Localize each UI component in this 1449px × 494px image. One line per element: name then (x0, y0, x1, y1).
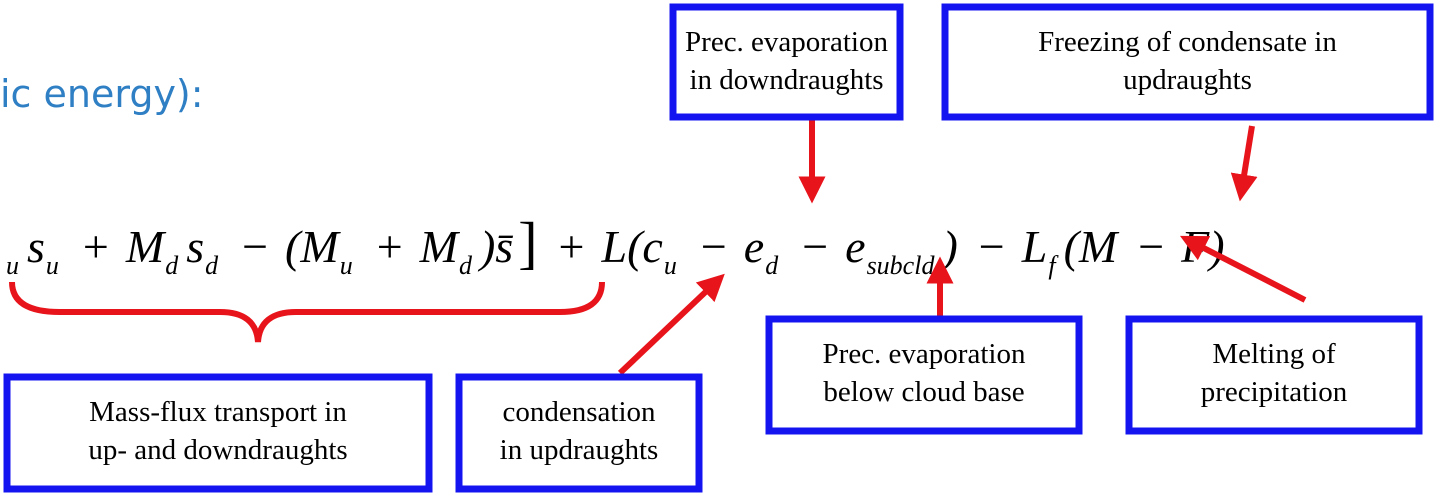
box-text: condensation (502, 396, 656, 428)
eq-term: M (419, 221, 461, 272)
eq-term: ) (939, 221, 957, 272)
eq-term: − (1138, 221, 1164, 272)
eq-term: e (845, 221, 865, 272)
box-frame (455, 373, 703, 493)
box-frame (941, 3, 1434, 121)
box-frame (3, 373, 433, 493)
box-text: in downdraughts (689, 64, 883, 96)
label-box: condensation in updraughts (455, 373, 703, 493)
eq-term: s (186, 221, 204, 272)
eq-subscript: f (1048, 251, 1059, 280)
label-box: Freezing of condensate in updraughts (941, 3, 1434, 121)
eq-subscript: u (6, 251, 19, 280)
box-text: Prec. evaporation (823, 338, 1026, 370)
eq-term: L(c (600, 221, 662, 272)
arrow (1230, 125, 1258, 202)
box-frame (669, 3, 904, 121)
eq-term: (M (1064, 221, 1120, 272)
box-frame (765, 315, 1083, 435)
eq-term: s (27, 221, 45, 272)
eq-subscript: u (46, 251, 59, 280)
brace (9, 281, 605, 343)
eq-subscript: d (165, 251, 179, 280)
eq-term: − (979, 221, 1005, 272)
eq-term: )s̄ (477, 221, 514, 272)
eq-subscript: u (664, 251, 677, 280)
box-text: up- and downdraughts (88, 434, 347, 466)
eq-subscript: d (459, 251, 473, 280)
arrow (1179, 235, 1307, 303)
box-text: Mass-flux transport in (89, 396, 347, 428)
eq-term: ] (518, 210, 537, 275)
eq-subscript: subcld (867, 251, 936, 280)
box-text: Prec. evaporation (685, 26, 888, 58)
box-text: Freezing of condensate in (1038, 26, 1337, 58)
eq-subscript: d (205, 251, 219, 280)
box-text: precipitation (1201, 376, 1348, 408)
box-frame (1125, 315, 1423, 435)
box-text: updraughts (1123, 64, 1252, 96)
label-box: Melting of precipitation (1125, 315, 1423, 435)
eq-term: L (1021, 221, 1048, 272)
box-text: in updraughts (500, 434, 659, 466)
eq-term: − (701, 221, 727, 272)
eq-term: (M (285, 221, 341, 272)
label-box: Mass-flux transport in up- and downdraugh… (3, 373, 433, 493)
eq-term: + (559, 221, 585, 272)
box-text: below cloud base (823, 376, 1024, 408)
eq-term: − (242, 221, 268, 272)
heading: ic energy): (0, 72, 204, 116)
eq-term: M (125, 221, 167, 272)
eq-subscript: u (340, 251, 353, 280)
label-box: Prec. evaporation in downdraughts (669, 3, 904, 121)
eq-term: + (377, 221, 403, 272)
arrow (617, 273, 725, 376)
eq-term: − (802, 221, 828, 272)
label-box: Prec. evaporation below cloud base (765, 315, 1083, 435)
eq-term: + (83, 221, 109, 272)
box-text: Melting of (1212, 338, 1336, 370)
eq-subscript: d (765, 251, 779, 280)
eq-term: e (744, 221, 764, 272)
